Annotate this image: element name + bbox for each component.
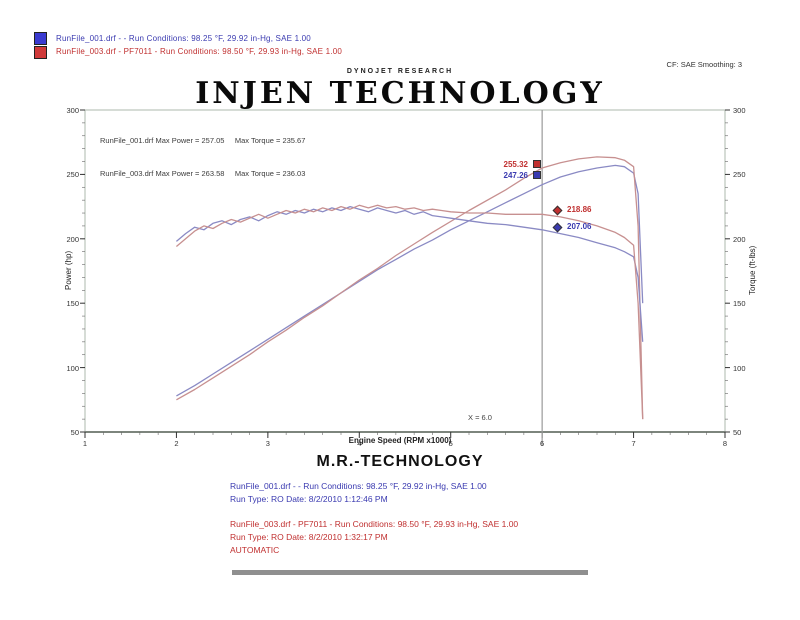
y-tick-label-left: 100: [66, 363, 79, 373]
legend: RunFile_001.drf Max Power = 257.05 Max T…: [100, 113, 305, 201]
footer-run1-block: RunFile_001.drf - - Run Conditions: 98.2…: [230, 480, 487, 506]
y-tick-label-left: 250: [66, 170, 79, 180]
series-runfile-003-power-hp-: [176, 156, 644, 420]
footer-run2-block: RunFile_003.drf - PF7011 - Run Condition…: [230, 518, 518, 557]
footer-run2-transmission: AUTOMATIC: [230, 545, 280, 555]
cursor-power-red-marker-icon: [533, 160, 541, 168]
tuner-title: M.R.-TECHNOLOGY: [316, 453, 484, 470]
x-axis-title: Engine Speed (RPM x1000): [348, 436, 452, 445]
cursor-power-red-value: 255.32: [503, 160, 528, 169]
x-tick-label: 8: [722, 439, 728, 448]
y-tick-label-right: 200: [733, 234, 746, 244]
y-tick-label-left: 50: [70, 428, 79, 437]
footer-run2-conditions: RunFile_003.drf - PF7011 - Run Condition…: [230, 519, 519, 529]
y-tick-label-left: 300: [66, 106, 79, 115]
cursor-x-value: X = 6.0: [468, 413, 492, 422]
x-tick-label: 1: [82, 439, 88, 448]
series-runfile-001-torque-ft-lbs-: [175, 205, 644, 342]
y-axis-left-title: Power (hp): [64, 250, 73, 290]
run-file-icons: [34, 32, 49, 60]
footer-run2-date: Run Type: RO Date: 8/2/2010 1:32:17 PM: [230, 532, 388, 542]
plot-frame: [84, 109, 726, 433]
header-run1-conditions: RunFile_001.drf - - Run Conditions: 98.2…: [56, 34, 311, 43]
y-tick-label-right: 100: [733, 363, 746, 373]
footer-run1-conditions: RunFile_001.drf - - Run Conditions: 98.2…: [230, 481, 487, 491]
x-tick-label: 6: [540, 439, 545, 448]
y-tick-label-left: 200: [66, 234, 79, 244]
run2-red-icon: [34, 46, 47, 59]
x-tick-label: 5: [448, 439, 453, 448]
footer-run1-date: Run Type: RO Date: 8/2/2010 1:12:46 PM: [230, 494, 388, 504]
correction-factor-label: CF: SAE Smoothing: 3: [666, 60, 742, 69]
y-tick-label-right: 50: [733, 428, 742, 437]
page-title: INJEN TECHNOLOGY: [195, 76, 605, 111]
x-tick-label: 7: [631, 439, 636, 448]
series-runfile-001-power-hp-: [176, 164, 644, 397]
dynojet-research-label: DYNOJET RESEARCH: [346, 68, 454, 75]
dyno-chart-svg: [80, 109, 730, 446]
cursor-torque-red-value: 218.86: [567, 205, 592, 214]
bottom-divider-bar: [232, 570, 588, 575]
legend-run2: RunFile_003.drf Max Power = 263.58 Max T…: [100, 169, 306, 178]
y-tick-label-right: 300: [733, 106, 746, 115]
dyno-plot-area: 1 2 3 4 5 6 7 8 50 50 100 100 150 150 200 200 250 250 300 3…: [66, 106, 745, 448]
y-axis-right-title: Torque (ft-lbs): [748, 245, 757, 295]
y-tick-label-right: 250: [733, 170, 746, 180]
cursor-power-blue-marker-icon: [533, 171, 541, 179]
y-tick-label-left: 150: [66, 299, 79, 309]
series-runfile-003-torque-ft-lbs-: [175, 204, 644, 420]
x-tick-label: 4: [357, 439, 362, 448]
cursor-torque-blue-value: 207.06: [567, 222, 592, 231]
header-run2-conditions: RunFile_003.drf - PF7011 - Run Condition…: [56, 47, 343, 56]
run1-blue-icon: [34, 32, 47, 45]
y-tick-label-right: 150: [733, 299, 746, 309]
legend-run1: RunFile_001.drf Max Power = 257.05 Max T…: [100, 136, 306, 145]
x-tick-label: 3: [265, 439, 270, 448]
x-tick-label: 2: [174, 439, 179, 448]
cursor-power-blue-value: 247.26: [503, 171, 528, 180]
